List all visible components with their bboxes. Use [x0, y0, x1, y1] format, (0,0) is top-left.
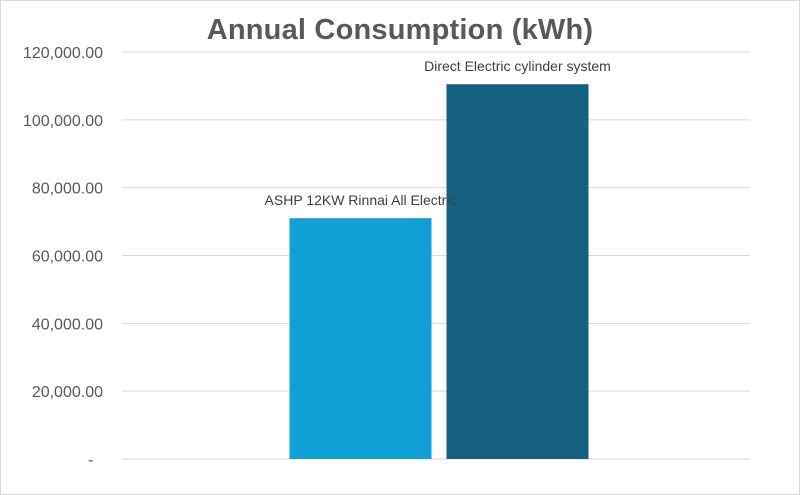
y-tick-label: 60,000.00	[32, 249, 103, 266]
bar-data-label: Direct Electric cylinder system	[424, 58, 611, 74]
data-labels: ASHP 12KW Rinnai All Electric Direct Elec…	[265, 58, 611, 208]
y-tick-label: 20,000.00	[32, 384, 103, 401]
gridlines	[122, 51, 750, 460]
y-tick-label: 80,000.00	[32, 181, 103, 198]
y-axis-tick-labels: - 20,000.00 40,000.00 60,000.00 80,000.00 100…	[23, 45, 103, 469]
y-tick-label: 120,000.00	[23, 45, 103, 62]
y-tick-label: 40,000.00	[32, 316, 103, 333]
chart-title: Annual Consumption (kWh)	[206, 14, 594, 46]
bar-data-label: ASHP 12KW Rinnai All Electric	[265, 192, 457, 208]
bar	[289, 218, 432, 459]
y-tick-label: 100,000.00	[23, 113, 103, 130]
bars	[289, 84, 589, 460]
bar	[446, 84, 589, 460]
y-tick-label: -	[88, 452, 93, 469]
